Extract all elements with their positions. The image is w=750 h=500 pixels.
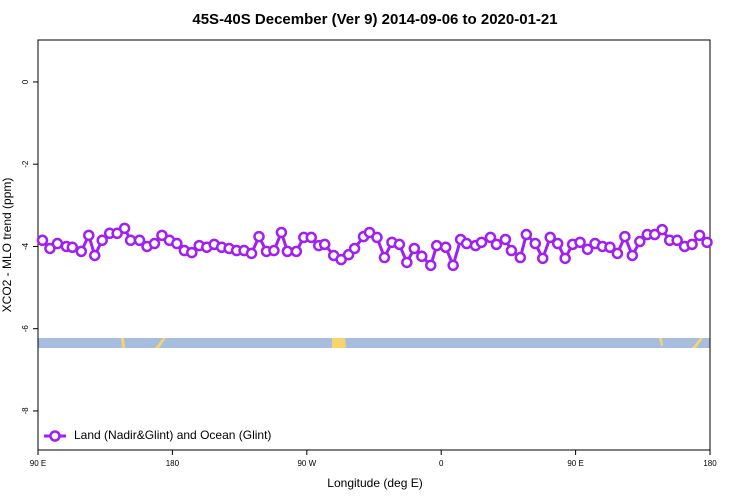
- data-point: [408, 242, 421, 255]
- data-point: [275, 226, 288, 239]
- data-point: [424, 259, 437, 272]
- y-axis-label: XCO2 - MLO trend (ppm): [0, 178, 14, 313]
- surface-strip: [38, 338, 710, 348]
- ocean-strip: [38, 338, 710, 348]
- data-point: [447, 259, 459, 272]
- data-point: [363, 226, 376, 239]
- data-point: [430, 239, 443, 252]
- data-point: [44, 242, 56, 255]
- data-point: [378, 251, 391, 264]
- data-point: [335, 253, 347, 266]
- data-point: [701, 236, 713, 249]
- data-point: [281, 245, 294, 258]
- data-point: [171, 237, 183, 250]
- data-point: [460, 237, 473, 250]
- x-tick-label: 90 W: [297, 459, 316, 468]
- data-point: [559, 252, 571, 265]
- data-point: [626, 249, 639, 262]
- data-point: [245, 247, 258, 260]
- data-point: [186, 246, 198, 259]
- y-tick-label: 0: [21, 79, 30, 84]
- data-point: [490, 238, 503, 251]
- data-point: [416, 250, 428, 263]
- data-point: [268, 244, 280, 257]
- data-point: [634, 235, 646, 248]
- data-point: [305, 231, 318, 244]
- data-point: [505, 244, 518, 257]
- x-tick-label: 0: [439, 459, 444, 468]
- legend-label: Land (Nadir&Glint) and Ocean (Glint): [74, 428, 271, 442]
- data-point: [619, 230, 631, 243]
- data-point: [348, 242, 361, 255]
- x-axis-label: Longitude (deg E): [327, 476, 422, 490]
- data-point: [401, 256, 413, 269]
- data-point: [318, 238, 331, 251]
- y-tick-label: -8: [21, 407, 30, 415]
- data-point: [36, 234, 49, 247]
- data-point: [551, 237, 564, 250]
- data-point: [574, 236, 586, 249]
- data-point: [648, 228, 661, 241]
- data-point: [371, 231, 383, 244]
- data-point: [124, 234, 137, 247]
- data-point: [393, 238, 406, 251]
- data-point: [111, 227, 123, 240]
- data-point: [604, 241, 616, 254]
- data-point: [88, 249, 101, 262]
- chart-title: 45S-40S December (Ver 9) 2014-09-06 to 2…: [192, 11, 557, 28]
- x-tick-label: 90 E: [567, 459, 583, 468]
- data-point: [520, 228, 533, 241]
- data-point: [475, 236, 488, 249]
- data-point: [693, 229, 706, 242]
- data-point: [581, 243, 594, 256]
- x-tick-label: 180: [166, 459, 180, 468]
- data-point: [611, 247, 624, 260]
- data-point: [118, 222, 131, 235]
- data-point: [253, 230, 265, 243]
- x-tick-label: 180: [703, 459, 717, 468]
- data-point: [656, 223, 668, 236]
- data-point: [686, 238, 698, 251]
- data-point: [96, 234, 108, 247]
- y-tick-label: -4: [21, 242, 30, 250]
- data-point: [290, 245, 303, 258]
- data-point: [544, 231, 556, 244]
- data-point: [484, 231, 497, 244]
- data-point: [671, 234, 683, 247]
- data-point: [156, 229, 168, 242]
- data-point: [514, 251, 527, 264]
- y-tick-label: -6: [21, 325, 30, 333]
- data-point: [75, 245, 88, 258]
- legend-marker: [49, 430, 61, 442]
- data-point: [148, 237, 161, 250]
- data-point: [439, 241, 452, 254]
- data-point: [51, 237, 64, 250]
- data-point: [536, 252, 549, 265]
- data-point: [66, 241, 79, 254]
- data-point: [133, 234, 146, 247]
- y-tick-label: -2: [21, 160, 30, 168]
- data-point: [499, 233, 512, 246]
- data-point: [529, 237, 542, 250]
- data-point: [83, 229, 95, 242]
- x-tick-label: 90 E: [30, 459, 46, 468]
